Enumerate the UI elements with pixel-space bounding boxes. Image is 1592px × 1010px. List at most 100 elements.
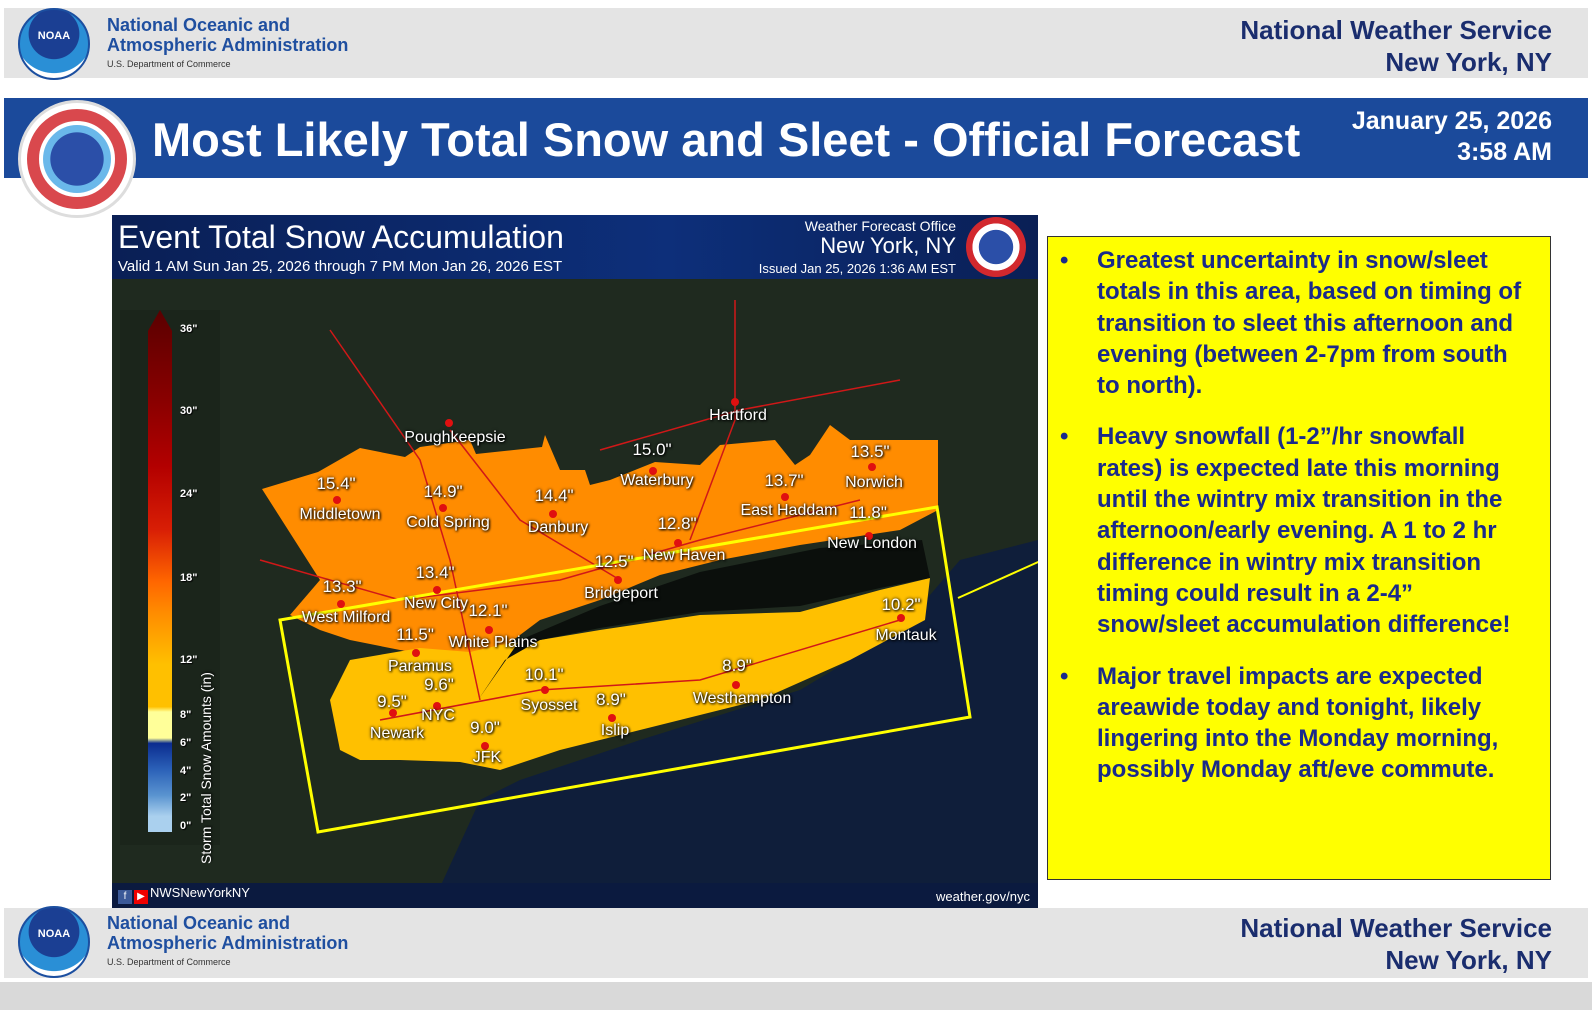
dept-text: U.S. Department of Commerce — [107, 957, 231, 967]
nws-line2: New York, NY — [1385, 945, 1552, 975]
city-name: Bridgeport — [584, 585, 658, 602]
snow-amount: 11.8" — [849, 503, 887, 522]
city-name: New City — [403, 595, 469, 612]
issued-time: Issued Jan 25, 2026 1:36 AM EST — [758, 261, 956, 276]
map-graphic — [259, 300, 1038, 909]
city-name: Islip — [600, 722, 630, 739]
city-dot — [433, 702, 441, 710]
city-name: Montauk — [875, 627, 937, 644]
city-dot — [412, 649, 420, 657]
note-item: • Greatest uncertainty in snow/sleet tota… — [1060, 245, 1536, 401]
city-dot — [865, 532, 873, 540]
snow-amount: 9.0" — [470, 718, 500, 737]
map-title: Event Total Snow Accumulation — [118, 219, 564, 255]
org-line1: National Oceanic and — [107, 15, 291, 35]
org-line2: Atmospheric Administration — [107, 35, 349, 55]
wfo-label: Weather Forecast Office — [804, 218, 956, 234]
title-bar — [4, 98, 1588, 178]
nws-line1: National Weather Service — [1240, 15, 1552, 45]
snow-amount: 12.5" — [594, 552, 634, 571]
issue-time: 3:58 AM — [1457, 138, 1552, 166]
issue-datetime: January 25, 2026 3:58 AM — [1352, 106, 1552, 168]
bullet-icon: • — [1060, 423, 1069, 451]
city-dot — [649, 467, 657, 475]
legend-tick: 24" — [180, 488, 198, 500]
city-name: Poughkeepsie — [404, 429, 506, 446]
social-handle[interactable]: f ▶ NWSNewYorkNY — [118, 885, 250, 904]
orange-zone — [262, 425, 938, 660]
city-name: New London — [827, 535, 917, 552]
city-dot — [433, 586, 441, 594]
long-island-sound — [478, 540, 930, 700]
city-dot — [781, 493, 789, 501]
nws-office: National Weather Service New York, NY — [1240, 14, 1552, 78]
website-link[interactable]: weather.gov/nyc — [936, 889, 1030, 904]
youtube-icon[interactable]: ▶ — [134, 890, 148, 904]
city-name: White Plains — [448, 634, 538, 651]
legend-title: Storm Total Snow Amounts (in) — [198, 672, 214, 864]
snow-amount: 8.9" — [596, 690, 626, 709]
noaa-logo-text: NOAA — [37, 928, 71, 940]
snow-amount: 13.5" — [850, 442, 890, 461]
city-dot — [337, 600, 345, 608]
note-item: • Heavy snowfall (1-2”/hr snowfall rates)… — [1060, 421, 1536, 640]
city-name: Hartford — [709, 407, 767, 424]
city-name: East Haddam — [740, 502, 838, 519]
city-dot — [481, 742, 489, 750]
snow-amount: 8.9" — [722, 656, 752, 675]
org-line1: National Oceanic and — [107, 913, 291, 933]
legend-tick: 2" — [180, 792, 192, 804]
snow-amount: 12.1" — [468, 601, 508, 620]
city-name: Norwich — [845, 474, 903, 491]
snow-amount: 10.2" — [881, 595, 921, 614]
city-name: Syosset — [520, 697, 578, 714]
noaa-logo: NOAA — [18, 906, 90, 978]
snow-amount: 15.0" — [632, 440, 672, 459]
facebook-icon[interactable]: f — [118, 890, 132, 904]
snow-amount: 14.9" — [423, 482, 463, 501]
legend-colorbar — [148, 310, 172, 832]
yellow-zone — [330, 578, 930, 770]
snow-amount: 10.1" — [524, 665, 564, 684]
city-name: Cold Spring — [406, 514, 490, 531]
city-dot — [445, 419, 453, 427]
city-name: West Milford — [301, 609, 391, 626]
city-dot — [608, 714, 616, 722]
city-name: Westhampton — [692, 690, 792, 707]
wfo-city: New York, NY — [820, 233, 956, 258]
city-dot — [485, 626, 493, 634]
city-dot — [549, 510, 557, 518]
city-dot — [732, 681, 740, 689]
bullet-icon: • — [1060, 662, 1069, 690]
nws-line2: New York, NY — [1385, 47, 1552, 77]
legend-tick: 30" — [180, 405, 198, 417]
callout-line — [957, 560, 1038, 599]
legend-tick: 6" — [180, 737, 192, 749]
city-name: New Haven — [642, 547, 726, 564]
org-line2: Atmospheric Administration — [107, 933, 349, 953]
legend-tick: 12" — [180, 654, 198, 666]
note-text: Greatest uncertainty in snow/sleet total… — [1097, 247, 1522, 400]
legend-tick: 18" — [180, 572, 198, 584]
city-dot — [439, 504, 447, 512]
city-dot — [541, 686, 549, 694]
city-dot — [333, 496, 341, 504]
city-name: Newark — [369, 725, 425, 742]
note-item: • Major travel impacts are expected areaw… — [1060, 661, 1536, 786]
legend-tick: 4" — [180, 765, 192, 777]
city-dot — [868, 463, 876, 471]
issue-date: January 25, 2026 — [1351, 107, 1552, 135]
map-footer: f ▶ NWSNewYorkNY weather.gov/nyc — [112, 883, 1038, 909]
city-name: NYC — [421, 707, 455, 724]
legend-tick: 0" — [180, 820, 192, 832]
city-name: Paramus — [387, 658, 453, 675]
ocean — [430, 540, 1038, 909]
snow-amount: 11.5" — [396, 625, 434, 644]
noaa-logo-text: NOAA — [37, 30, 71, 42]
city-dot — [897, 614, 905, 622]
nws-map-logo — [966, 217, 1026, 277]
city-dot — [614, 576, 622, 584]
noaa-name: National Oceanic and Atmospheric Administ… — [107, 913, 348, 953]
city-name: Danbury — [527, 519, 589, 536]
city-name: Waterbury — [620, 472, 694, 489]
